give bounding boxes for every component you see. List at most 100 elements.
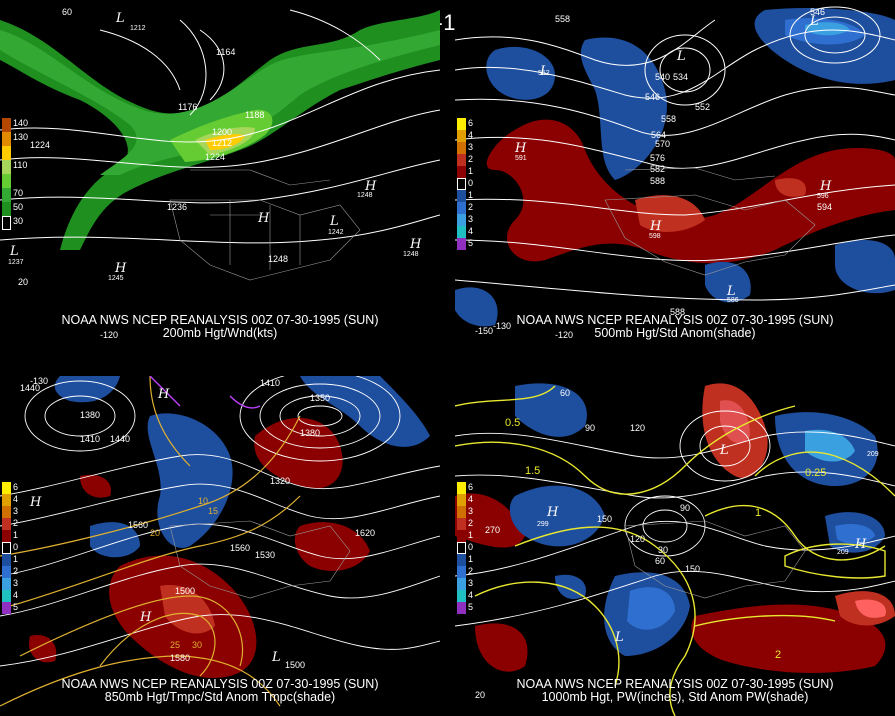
contour-label: 1380 bbox=[80, 410, 100, 420]
legend-swatch bbox=[457, 154, 466, 166]
low-symbol-200: L bbox=[115, 11, 125, 26]
contour-label: 588 bbox=[670, 307, 685, 317]
caption-line1: NOAA NWS NCEP REANALYSIS 00Z 07-30-1995 … bbox=[516, 313, 834, 327]
contour-label: 1350 bbox=[310, 393, 330, 403]
pw-label: 2 bbox=[775, 649, 781, 661]
legend-label: 2 bbox=[13, 566, 19, 576]
caption-line1: NOAA NWS NCEP REANALYSIS 00Z 07-30-1995 … bbox=[516, 677, 834, 691]
legend-swatch bbox=[457, 494, 466, 506]
contour-label: 1500 bbox=[285, 660, 305, 670]
axis-label: -130 bbox=[30, 376, 48, 386]
contour-label: 1245 bbox=[108, 275, 124, 282]
contour-label: 1560 bbox=[128, 520, 148, 530]
pw-label: 0.25 bbox=[805, 467, 826, 479]
low-symbol-850: L bbox=[271, 650, 281, 665]
legend-swatch bbox=[2, 482, 11, 494]
legend-label: 4 bbox=[468, 494, 474, 504]
temp-label: 25 bbox=[170, 640, 180, 650]
contour-label: 1410 bbox=[260, 378, 280, 388]
contour-label: 150 bbox=[685, 564, 700, 574]
caption-200mb: NOAA NWS NCEP REANALYSIS 00Z 07-30-1995 … bbox=[0, 314, 440, 340]
legend-label: 140 bbox=[13, 118, 29, 128]
axis-label: 60 bbox=[62, 7, 72, 17]
legend-swatch bbox=[457, 518, 466, 530]
contour-label: 1176 bbox=[178, 102, 197, 112]
legend-label: 3 bbox=[13, 578, 19, 588]
legend-label: 4 bbox=[468, 226, 474, 236]
legend-swatch bbox=[457, 142, 466, 154]
legend-label: 5 bbox=[468, 602, 474, 612]
legend-label: 2 bbox=[13, 518, 19, 528]
high-symbol-200a: H bbox=[364, 179, 377, 194]
low-symbol-200c: L bbox=[9, 244, 19, 259]
contour-label: 540 bbox=[655, 72, 670, 82]
contour-label: 1237 bbox=[8, 259, 24, 266]
contour-label: 1200 bbox=[212, 127, 232, 137]
panel-1000mb: H H L L 60 90 120 150 270 120 60 30 90 0… bbox=[455, 376, 895, 716]
legend-label: 4 bbox=[13, 494, 19, 504]
contour-label: 1440 bbox=[20, 383, 40, 393]
high-symbol-1000b: H bbox=[854, 537, 867, 552]
legend-swatch bbox=[457, 590, 466, 602]
high-symbol-500b: H bbox=[819, 179, 832, 194]
contour-label: 1560 bbox=[230, 543, 250, 553]
contour-label: 1248 bbox=[403, 251, 419, 258]
legend-label: 1 bbox=[468, 166, 474, 176]
contour-label: 552 bbox=[538, 70, 550, 77]
contour-label: 299 bbox=[537, 521, 549, 528]
high-symbol-850a: H bbox=[29, 495, 42, 510]
legend-label: 0 bbox=[13, 542, 19, 552]
contour-label: 1380 bbox=[300, 428, 320, 438]
legend-swatch bbox=[457, 602, 466, 614]
legend-swatch bbox=[457, 542, 466, 554]
pw-label: 0.5 bbox=[505, 417, 520, 429]
panel-850mb: H H H L 1440 1380 1410 1440 1410 1350 13… bbox=[0, 376, 440, 716]
contour-label: 60 bbox=[560, 388, 570, 398]
legend-swatch bbox=[2, 146, 11, 160]
legend-swatch bbox=[2, 554, 11, 566]
legend-swatch bbox=[2, 202, 11, 216]
contour-label: 1212 bbox=[130, 25, 146, 32]
contour-label: 546 bbox=[810, 7, 825, 17]
legend-label: 4 bbox=[468, 130, 474, 140]
low-symbol-1000a: L bbox=[719, 443, 729, 458]
contour-label: 1320 bbox=[270, 476, 290, 486]
contour-label: 534 bbox=[673, 72, 688, 82]
legend-swatch bbox=[457, 190, 466, 202]
legend-label: 3 bbox=[13, 506, 19, 516]
contour-label: 1248 bbox=[357, 192, 373, 199]
legend-label: 2 bbox=[468, 518, 474, 528]
contour-label: 1236 bbox=[167, 202, 187, 212]
low-symbol-1000b: L bbox=[614, 630, 624, 645]
low-symbol-200b: L bbox=[329, 214, 339, 229]
contour-label: 150 bbox=[597, 514, 612, 524]
legend-label: 1 bbox=[13, 554, 19, 564]
legend-label: 6 bbox=[13, 482, 19, 492]
contour-label: 591 bbox=[515, 155, 527, 162]
map-1000mb: H H L L 60 90 120 150 270 120 60 30 90 0… bbox=[455, 383, 895, 716]
axis-label: -150 bbox=[475, 326, 493, 336]
contour-label: 60 bbox=[655, 556, 665, 566]
legend-swatch bbox=[457, 226, 466, 238]
axis-label: 20 bbox=[18, 277, 28, 287]
high-symbol-500c: H bbox=[649, 219, 662, 234]
panel-200mb: L H H L H H L 60 20 -120 1164 1176 1188 … bbox=[0, 0, 440, 340]
map-850mb: H H H L 1440 1380 1410 1440 1410 1350 13… bbox=[0, 376, 440, 707]
contour-label: 120 bbox=[630, 423, 645, 433]
legend-swatch bbox=[2, 590, 11, 602]
legend-swatch bbox=[457, 566, 466, 578]
legend-label: 3 bbox=[468, 214, 474, 224]
legend-swatch bbox=[2, 188, 11, 202]
legend-swatch bbox=[457, 166, 466, 178]
contour-label: 1410 bbox=[80, 434, 100, 444]
contour-label: 30 bbox=[658, 545, 668, 555]
contour-label: 1224 bbox=[30, 140, 50, 150]
contour-label: 1164 bbox=[216, 47, 235, 57]
legend-label: 2 bbox=[468, 566, 474, 576]
contour-label: 1580 bbox=[170, 653, 190, 663]
legend-swatch bbox=[457, 130, 466, 142]
pw-label: 1 bbox=[755, 507, 761, 519]
caption-line2: 500mb Hgt/Std Anom(shade) bbox=[594, 326, 756, 340]
legend-swatch bbox=[2, 566, 11, 578]
contour-label: 558 bbox=[555, 14, 570, 24]
